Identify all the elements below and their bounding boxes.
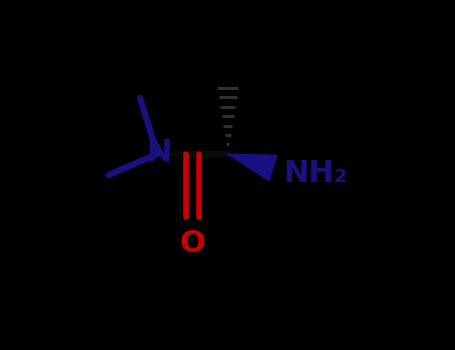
Polygon shape bbox=[228, 154, 277, 181]
Text: O: O bbox=[180, 229, 206, 258]
Text: N: N bbox=[147, 138, 172, 167]
Text: NH₂: NH₂ bbox=[283, 159, 347, 188]
